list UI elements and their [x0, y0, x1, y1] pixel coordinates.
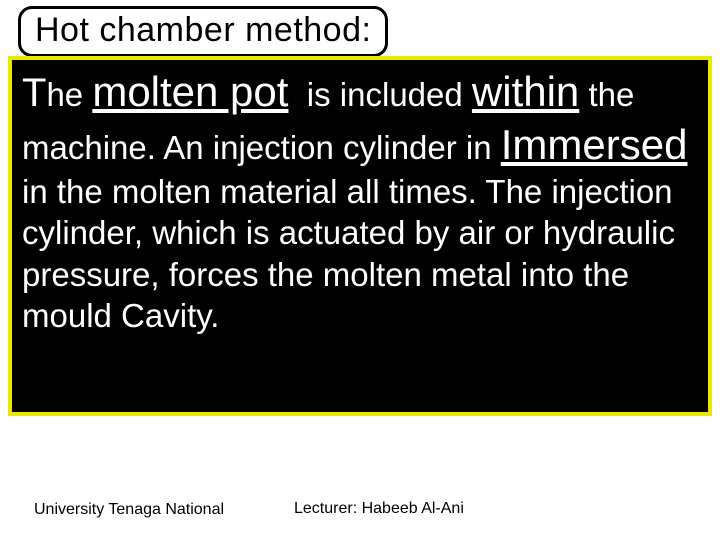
- slide-title: Hot chamber method:: [35, 11, 371, 49]
- body-box: The molten pot is included within the ma…: [8, 56, 712, 416]
- slide: Hot chamber method: The molten pot is in…: [0, 0, 720, 540]
- body-seg1-rest: he: [46, 76, 83, 113]
- body-seg7: in the molten material all times. The in…: [22, 173, 675, 334]
- title-box: Hot chamber method:: [18, 6, 388, 57]
- footer-left: University Tenaga National: [34, 500, 254, 520]
- body-seg4-em: within: [472, 68, 579, 115]
- body-seg6-em: Immersed: [501, 121, 688, 168]
- body-text: The molten pot is included within the ma…: [22, 66, 698, 336]
- body-seg3: is included: [307, 76, 463, 113]
- body-seg2-em: molten pot: [92, 68, 288, 115]
- footer-center: Lecturer: Habeeb Al-Ani: [294, 500, 464, 520]
- body-seg1-cap: T: [22, 71, 46, 115]
- footer: University Tenaga National Lecturer: Hab…: [0, 500, 720, 520]
